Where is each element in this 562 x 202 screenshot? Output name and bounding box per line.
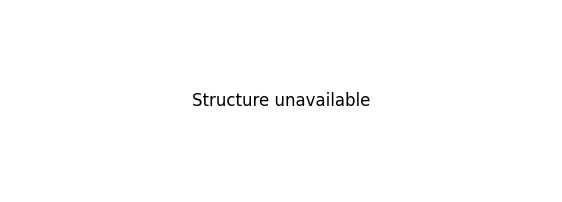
Text: Structure unavailable: Structure unavailable: [192, 92, 370, 110]
